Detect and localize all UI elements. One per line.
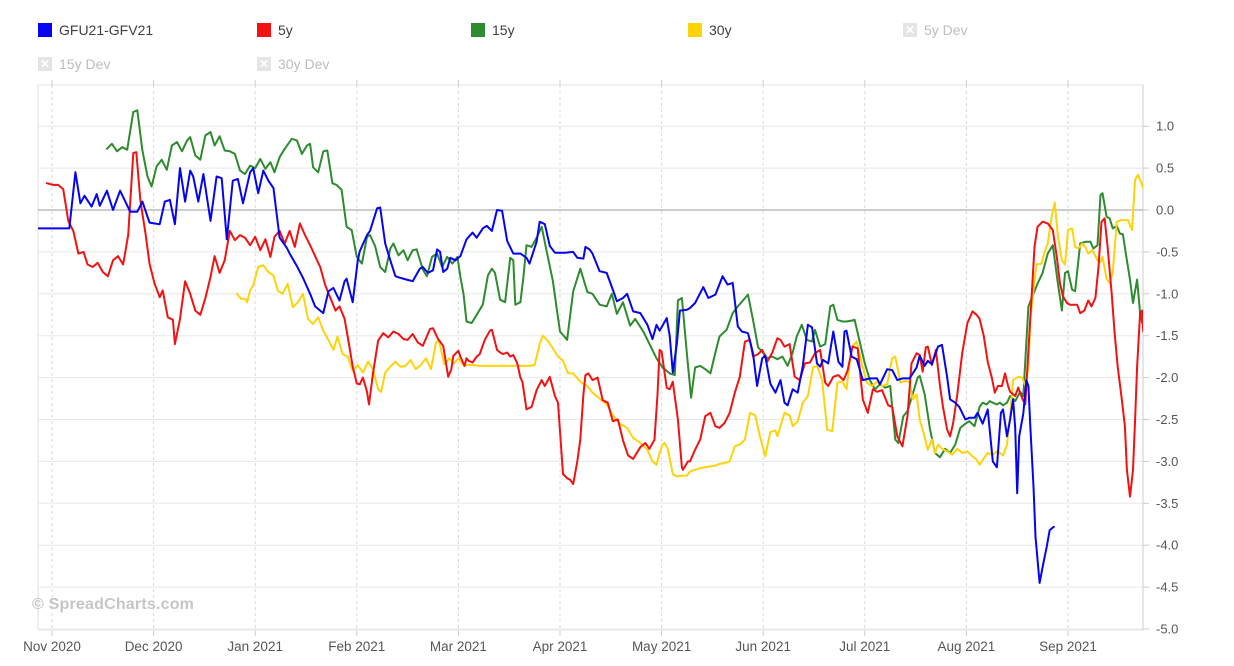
legend-swatch[interactable] xyxy=(471,22,485,37)
y-tick-label: -2.5 xyxy=(1156,412,1178,427)
y-tick-label: -3.0 xyxy=(1156,454,1178,469)
series-group xyxy=(38,109,1143,584)
watermark: © SpreadCharts.com xyxy=(32,596,195,613)
y-tick-label: -1.5 xyxy=(1156,328,1178,343)
x-tick-label: Dec 2020 xyxy=(125,639,183,654)
x-tick-label: Jan 2021 xyxy=(227,639,283,654)
x-tick-label: Sep 2021 xyxy=(1039,639,1097,654)
legend-item-30y[interactable]: 30y xyxy=(688,21,732,38)
legend-item-15y[interactable]: 15y xyxy=(471,21,515,38)
legend-swatch[interactable] xyxy=(257,22,271,37)
y-tick-label: -1.0 xyxy=(1156,286,1178,301)
x-tick-label: Nov 2020 xyxy=(23,639,81,654)
legend-item-5y-dev[interactable]: ✕ 5y Dev xyxy=(903,21,968,38)
legend-item-5y[interactable]: 5y xyxy=(257,21,293,38)
x-tick-label: May 2021 xyxy=(632,639,691,654)
y-tick-label: -5.0 xyxy=(1156,622,1178,637)
x-tick-label: Jul 2021 xyxy=(839,639,890,654)
checkbox-off-icon[interactable]: ✕ xyxy=(38,56,52,71)
y-tick-label: 0.0 xyxy=(1156,203,1174,218)
legend-label: 30y xyxy=(709,21,732,38)
legend-swatch[interactable] xyxy=(38,22,52,37)
legend-label: 5y Dev xyxy=(924,21,968,38)
checkbox-off-icon[interactable]: ✕ xyxy=(257,56,271,71)
checkbox-off-icon[interactable]: ✕ xyxy=(903,22,917,37)
legend-item-15y-dev[interactable]: ✕ 15y Dev xyxy=(38,55,111,72)
legend-swatch[interactable] xyxy=(688,22,702,37)
plot-grid xyxy=(37,80,1149,636)
legend-label: GFU21-GFV21 xyxy=(59,21,154,38)
x-tick-label: Jun 2021 xyxy=(735,639,791,654)
y-tick-label: -4.0 xyxy=(1156,538,1178,553)
y-tick-label: -3.5 xyxy=(1156,496,1178,511)
x-tick-label: Aug 2021 xyxy=(937,639,995,654)
y-tick-label: -2.0 xyxy=(1156,370,1178,385)
series-line-5y xyxy=(45,151,1143,498)
x-tick-label: Mar 2021 xyxy=(430,639,487,654)
x-axis-labels: Nov 2020 Dec 2020 Jan 2021 Feb 2021 Mar 2021… xyxy=(23,639,1097,654)
y-tick-label: -0.5 xyxy=(1156,244,1178,259)
x-tick-label: Apr 2021 xyxy=(533,639,588,654)
y-tick-label: 0.5 xyxy=(1156,161,1174,176)
y-tick-label: 1.0 xyxy=(1156,119,1174,134)
legend-item-gfu21-gfv21[interactable]: GFU21-GFV21 xyxy=(38,21,154,38)
series-line-gfu21-gfv21 xyxy=(38,167,1055,584)
legend-label: 15y xyxy=(492,21,515,38)
series-line-15y xyxy=(105,109,1143,459)
legend-label: 15y Dev xyxy=(59,55,111,72)
y-axis-labels: 1.0 0.5 0.0 -0.5 -1.0 -1.5 -2.0 -2.5 -3.0 -3.5 -4.… xyxy=(1156,119,1178,637)
x-tick-label: Feb 2021 xyxy=(328,639,385,654)
legend-item-30y-dev[interactable]: ✕ 30y Dev xyxy=(257,55,330,72)
legend-label: 5y xyxy=(278,21,293,38)
y-tick-label: -4.5 xyxy=(1156,580,1178,595)
legend-label: 30y Dev xyxy=(278,55,330,72)
